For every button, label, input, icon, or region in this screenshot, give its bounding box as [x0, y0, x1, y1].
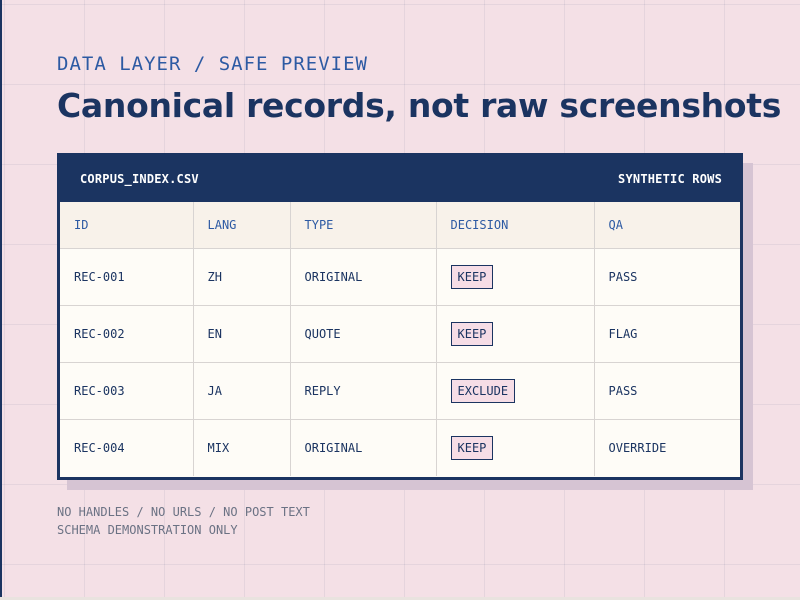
- column-header-decision: DECISION: [436, 202, 595, 249]
- cell-id: REC-002: [60, 305, 194, 363]
- decision-badge: KEEP: [450, 322, 494, 346]
- column-header-type: TYPE: [290, 202, 437, 249]
- cell-decision: KEEP: [436, 305, 595, 363]
- decision-badge: EXCLUDE: [450, 379, 516, 403]
- cell-lang: MIX: [193, 419, 291, 476]
- data-table-card: CORPUS_INDEX.CSV SYNTHETIC ROWS ID LANG …: [57, 153, 743, 480]
- cell-decision: EXCLUDE: [436, 362, 595, 420]
- cell-lang: ZH: [193, 248, 291, 306]
- cell-qa: FLAG: [594, 305, 740, 363]
- cell-type: REPLY: [290, 362, 437, 420]
- cell-type: ORIGINAL: [290, 419, 437, 476]
- table-row: REC-001 ZH ORIGINAL KEEP PASS: [60, 248, 740, 306]
- page-title: Canonical records, not raw screenshots: [57, 86, 782, 125]
- footnote-line-1: NO HANDLES / NO URLS / NO POST TEXT: [57, 505, 310, 519]
- footnote-line-2: SCHEMA DEMONSTRATION ONLY: [57, 523, 238, 537]
- cell-qa: PASS: [594, 362, 740, 420]
- cell-lang: JA: [193, 362, 291, 420]
- cell-decision: KEEP: [436, 248, 595, 306]
- table-filename: CORPUS_INDEX.CSV: [80, 172, 199, 186]
- cell-qa: PASS: [594, 248, 740, 306]
- decision-badge: KEEP: [450, 265, 494, 289]
- column-header-lang: LANG: [193, 202, 291, 249]
- records-table: ID LANG TYPE DECISION QA REC-001 ZH ORIG…: [60, 202, 740, 476]
- decision-badge: KEEP: [450, 436, 494, 460]
- table-tag: SYNTHETIC ROWS: [618, 172, 722, 186]
- section-kicker: DATA LAYER / SAFE PREVIEW: [57, 53, 368, 75]
- cell-lang: EN: [193, 305, 291, 363]
- cell-type: QUOTE: [290, 305, 437, 363]
- bottom-frame-line: [0, 597, 800, 600]
- column-header-qa: QA: [594, 202, 740, 249]
- cell-id: REC-004: [60, 419, 194, 476]
- cell-decision: KEEP: [436, 419, 595, 476]
- left-frame-line: [0, 0, 2, 600]
- cell-qa: OVERRIDE: [608, 441, 667, 455]
- table-row: REC-002 EN QUOTE KEEP FLAG: [60, 305, 740, 363]
- column-header-id: ID: [60, 202, 194, 249]
- table-header-bar: CORPUS_INDEX.CSV SYNTHETIC ROWS: [60, 156, 740, 202]
- cell-type: ORIGINAL: [290, 248, 437, 306]
- cell-id: REC-003: [60, 362, 194, 420]
- table-header-row: ID LANG TYPE DECISION QA: [60, 202, 740, 249]
- table-row: REC-004 MIX ORIGINAL KEEP OVERRIDE: [60, 419, 740, 476]
- cell-id: REC-001: [60, 248, 194, 306]
- table-row: REC-003 JA REPLY EXCLUDE PASS: [60, 362, 740, 420]
